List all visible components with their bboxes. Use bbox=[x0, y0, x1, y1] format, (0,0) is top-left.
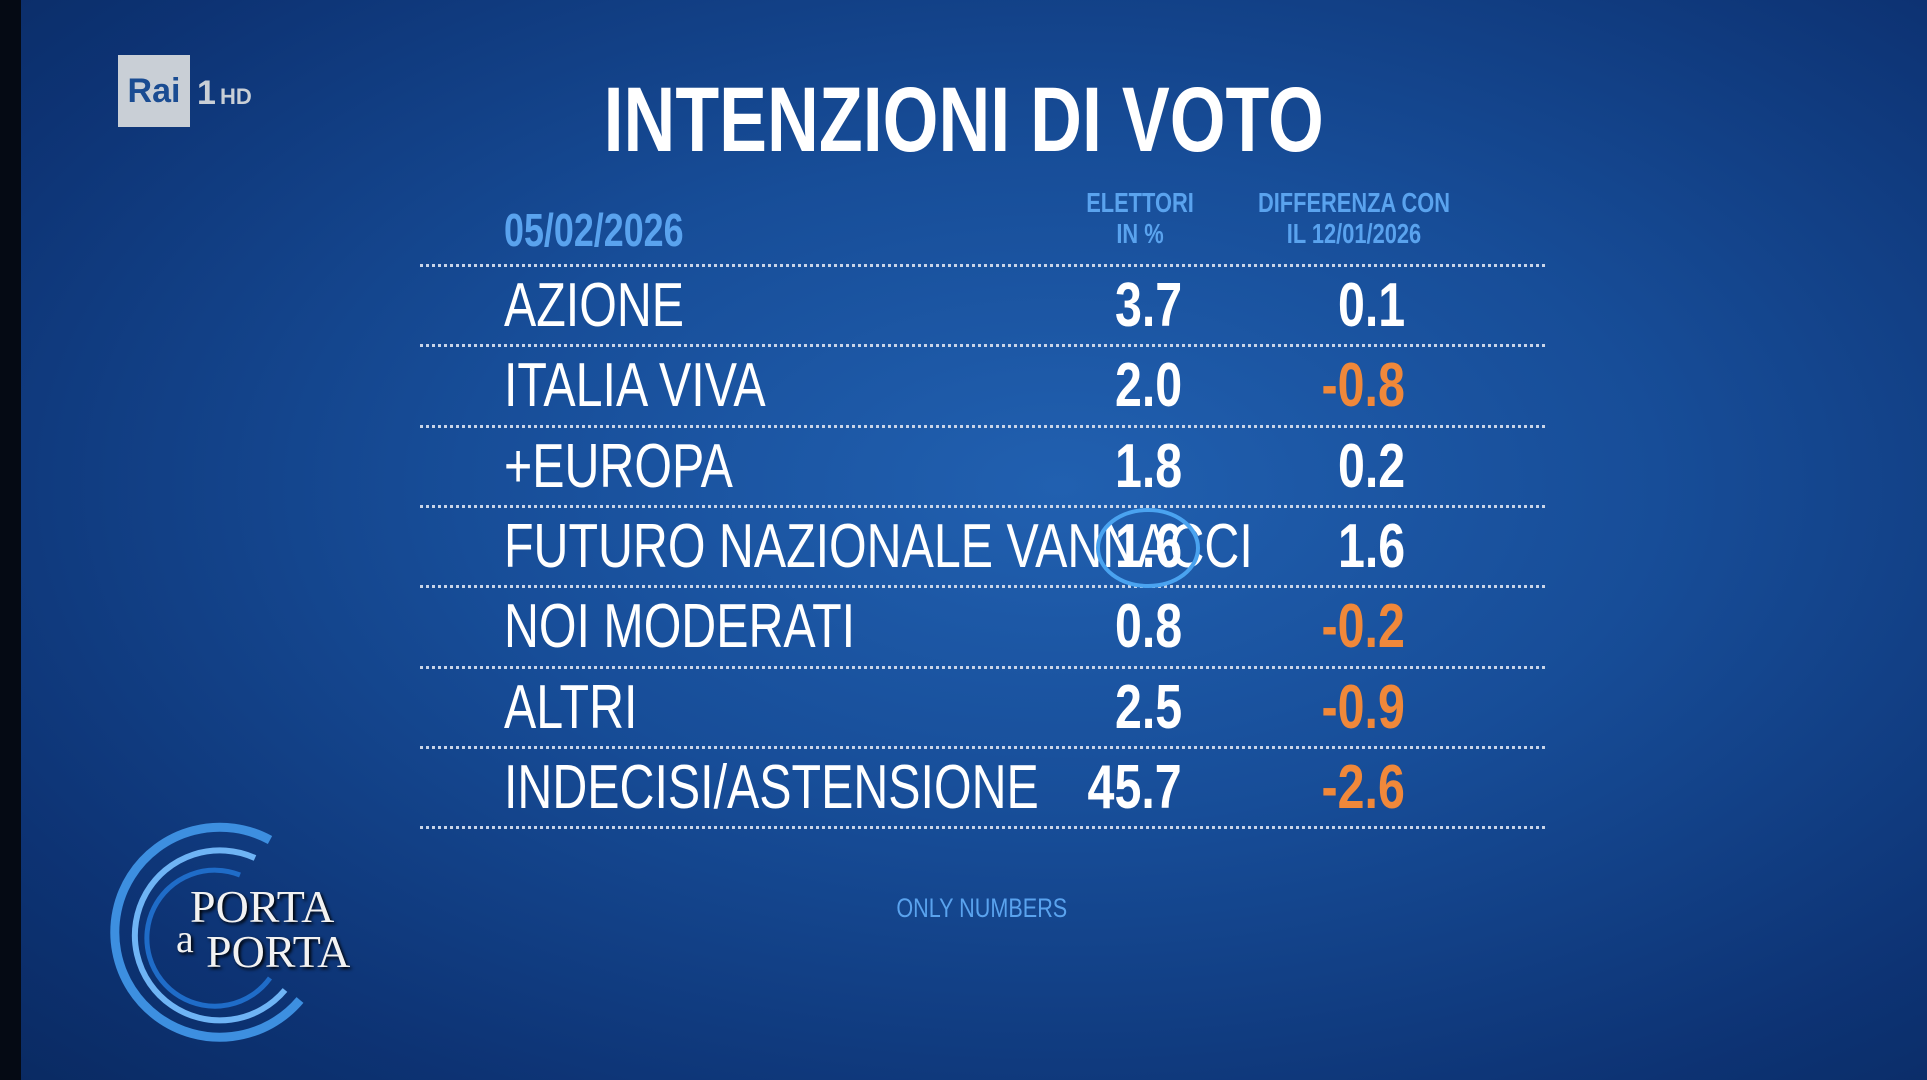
header-line: ELETTORI bbox=[1086, 187, 1194, 218]
rule bbox=[420, 504, 1545, 508]
party-name: NOI MODERATI bbox=[504, 592, 856, 662]
side-strip bbox=[0, 0, 21, 1080]
show-logo-arcs bbox=[110, 822, 304, 1042]
header: ELETTORI IN % bbox=[990, 187, 1290, 249]
party-name: FUTURO NAZIONALE VANNACCI bbox=[504, 511, 1253, 581]
footer-text: ONLY NUMBERS bbox=[896, 893, 1068, 923]
header-line: IN % bbox=[1116, 218, 1164, 249]
logo-brand: Rai bbox=[127, 72, 181, 110]
change: 0.2 bbox=[1337, 431, 1405, 501]
rule bbox=[420, 665, 1545, 669]
rule bbox=[420, 424, 1545, 428]
change: -2.6 bbox=[1321, 752, 1405, 822]
date: 05/02/2026 bbox=[504, 204, 684, 256]
header-line: IL 12/01/2026 bbox=[1286, 218, 1422, 249]
show-logo-word: PORTA bbox=[206, 926, 351, 977]
change: -0.9 bbox=[1321, 672, 1405, 742]
party-name: INDECISI/ASTENSIONE bbox=[504, 752, 1039, 822]
vote-share: 2.0 bbox=[1114, 351, 1182, 421]
highlight-circle bbox=[1096, 508, 1200, 588]
header-line: DIFFERENZA CON bbox=[1257, 187, 1451, 218]
header: DIFFERENZA CON IL 12/01/2026 bbox=[1204, 187, 1504, 249]
vote-share: 45.7 bbox=[1087, 752, 1182, 822]
title-text: INTENZIONI DI VOTO bbox=[603, 69, 1324, 171]
vote-share: 2.5 bbox=[1114, 672, 1182, 742]
party-name: +EUROPA bbox=[504, 431, 733, 501]
vote-share: 1.6 bbox=[1114, 511, 1182, 581]
party-name: AZIONE bbox=[504, 271, 685, 340]
vote-share: 1.8 bbox=[1114, 431, 1182, 501]
rule bbox=[420, 585, 1545, 589]
change: -0.8 bbox=[1321, 351, 1405, 421]
rule bbox=[420, 344, 1545, 348]
change: 1.6 bbox=[1337, 511, 1405, 581]
rule bbox=[420, 745, 1545, 749]
change: -0.2 bbox=[1321, 592, 1405, 662]
title: INTENZIONI DI VOTO bbox=[0, 68, 1927, 173]
show-logo-word: PORTA bbox=[190, 881, 335, 932]
logo-quality: HD bbox=[220, 84, 252, 109]
vote-share: 0.8 bbox=[1114, 592, 1182, 662]
logo-box bbox=[118, 55, 190, 127]
vote-share: 3.7 bbox=[1114, 271, 1182, 340]
footer: ONLY NUMBERS bbox=[832, 893, 1132, 924]
show-logo-word: a bbox=[176, 916, 194, 961]
party-name: ITALIA VIVA bbox=[504, 351, 766, 421]
change: 0.1 bbox=[1337, 271, 1405, 340]
rule bbox=[420, 264, 1545, 267]
rule bbox=[420, 826, 1545, 830]
logo-channel: 1 bbox=[197, 74, 216, 112]
party-name: ALTRI bbox=[504, 672, 638, 742]
